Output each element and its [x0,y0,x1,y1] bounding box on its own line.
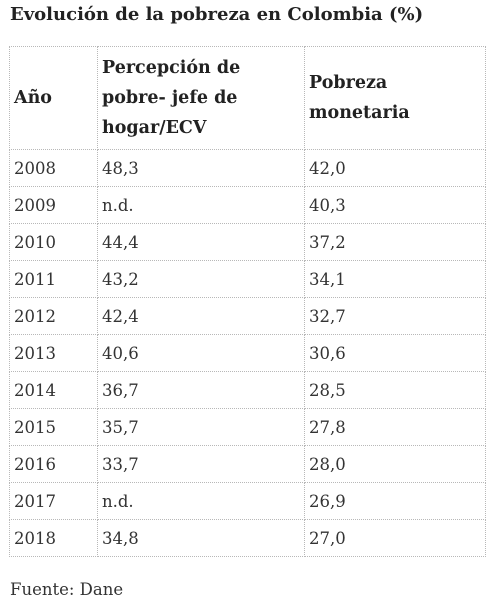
cell-monetary-poverty: 30,6 [304,334,486,372]
cell-perception: 33,7 [97,445,305,483]
cell-monetary-poverty: 32,7 [304,297,486,335]
header-year: Año [9,46,98,150]
cell-year: 2016 [9,445,98,483]
table-row: 2011 43,2 34,1 [9,260,486,298]
cell-monetary-poverty: 27,8 [304,408,486,446]
table-row: 2016 33,7 28,0 [9,445,486,483]
cell-monetary-poverty: 26,9 [304,482,486,520]
poverty-table: Año Percepción de pobre- jefe de hogar/E… [9,46,486,557]
cell-monetary-poverty: 37,2 [304,223,486,261]
cell-perception: 43,2 [97,260,305,298]
table-row: 2017 n.d. 26,9 [9,482,486,520]
table-title: Evolución de la pobreza en Colombia (%) [10,4,424,25]
table-row: 2008 48,3 42,0 [9,149,486,187]
table-row: 2014 36,7 28,5 [9,371,486,409]
cell-year: 2015 [9,408,98,446]
header-monetary-poverty: Pobreza monetaria [304,46,486,150]
cell-monetary-poverty: 40,3 [304,186,486,224]
cell-monetary-poverty: 28,0 [304,445,486,483]
cell-year: 2010 [9,223,98,261]
table-row: 2012 42,4 32,7 [9,297,486,335]
cell-year: 2008 [9,149,98,187]
cell-perception: 35,7 [97,408,305,446]
cell-year: 2009 [9,186,98,224]
cell-perception: n.d. [97,482,305,520]
cell-year: 2017 [9,482,98,520]
cell-monetary-poverty: 34,1 [304,260,486,298]
cell-year: 2011 [9,260,98,298]
cell-monetary-poverty: 27,0 [304,519,486,557]
cell-perception: 40,6 [97,334,305,372]
table-row: 2010 44,4 37,2 [9,223,486,261]
cell-year: 2013 [9,334,98,372]
cell-year: 2018 [9,519,98,557]
cell-perception: 42,4 [97,297,305,335]
source-note: Fuente: Dane [10,580,124,599]
table-row: 2018 34,8 27,0 [9,519,486,557]
cell-perception: n.d. [97,186,305,224]
cell-perception: 34,8 [97,519,305,557]
cell-perception: 48,3 [97,149,305,187]
table-header-row: Año Percepción de pobre- jefe de hogar/E… [9,46,486,150]
cell-perception: 36,7 [97,371,305,409]
table-row: 2009 n.d. 40,3 [9,186,486,224]
table-row: 2015 35,7 27,8 [9,408,486,446]
cell-year: 2014 [9,371,98,409]
cell-monetary-poverty: 28,5 [304,371,486,409]
header-perception: Percepción de pobre- jefe de hogar/ECV [97,46,305,150]
cell-monetary-poverty: 42,0 [304,149,486,187]
cell-year: 2012 [9,297,98,335]
cell-perception: 44,4 [97,223,305,261]
table-row: 2013 40,6 30,6 [9,334,486,372]
